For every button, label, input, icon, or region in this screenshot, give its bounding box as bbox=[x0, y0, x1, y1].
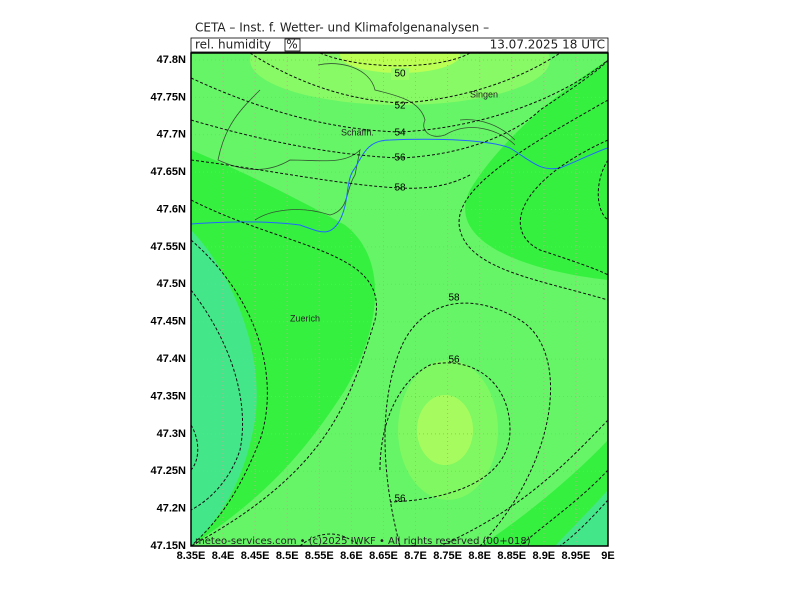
unit: % bbox=[286, 38, 297, 52]
places: Singen Schaffh. Zuerich bbox=[290, 89, 498, 323]
y-tick-label: 47.75N bbox=[151, 91, 187, 103]
unit-box bbox=[284, 38, 301, 52]
x-tick-label: 8.75E bbox=[433, 550, 462, 562]
contour bbox=[559, 499, 608, 546]
contour-label: 58 bbox=[394, 183, 406, 194]
contour-label: 54 bbox=[394, 128, 406, 139]
contour bbox=[191, 424, 199, 471]
y-tick-label: 47.65N bbox=[151, 166, 187, 178]
datetime: 13.07.2025 18 UTC bbox=[490, 38, 605, 52]
contour bbox=[384, 302, 552, 546]
fill-dark-bottom bbox=[480, 440, 608, 546]
border-line bbox=[317, 63, 516, 146]
fill-teal-left bbox=[191, 230, 257, 546]
x-tick-label: 8.45E bbox=[241, 550, 270, 562]
label-bg bbox=[391, 68, 409, 80]
contour-label: 56 bbox=[394, 494, 406, 505]
river bbox=[191, 138, 608, 233]
x-tick-label: 8.35E bbox=[177, 550, 206, 562]
x-tick-label: 8.9E bbox=[533, 550, 556, 562]
contour bbox=[191, 59, 608, 133]
y-tick-label: 47.6N bbox=[157, 203, 186, 215]
x-tick-label: 9E bbox=[601, 550, 614, 562]
contour-label: 58 bbox=[448, 293, 460, 304]
x-tick-label: 8.55E bbox=[305, 550, 334, 562]
contour-label: 50 bbox=[394, 69, 406, 80]
contour bbox=[299, 533, 361, 546]
field: 50 52 54 56 58 58 56 56 Singen Schaffh. … bbox=[191, 53, 608, 547]
contour bbox=[519, 139, 608, 276]
x-tick-label: 8.85E bbox=[497, 550, 526, 562]
border-line bbox=[459, 119, 516, 141]
x-tick-label: 8.65E bbox=[369, 550, 398, 562]
x-tick-label: 8.8E bbox=[468, 550, 491, 562]
fill-dark-right bbox=[465, 60, 608, 280]
contour-label: 56 bbox=[448, 355, 460, 366]
contour bbox=[191, 289, 243, 511]
contours bbox=[191, 53, 608, 546]
fill-lighter-center bbox=[417, 395, 473, 465]
y-tick-label: 47.25N bbox=[151, 465, 187, 477]
y-tick-label: 47.3N bbox=[157, 428, 186, 440]
y-tick-label: 47.8N bbox=[157, 54, 186, 66]
contour bbox=[191, 239, 268, 546]
contour bbox=[458, 99, 608, 301]
x-tick-label: 8.95E bbox=[562, 550, 591, 562]
contour-labels: 50 52 54 56 58 58 56 56 bbox=[391, 68, 460, 505]
y-tick-label: 47.7N bbox=[157, 129, 186, 141]
place-label: Schaffh. bbox=[341, 127, 374, 137]
x-tick-label: 8.4E bbox=[212, 550, 235, 562]
contour-label: 52 bbox=[394, 101, 406, 112]
y-tick-label: 47.5N bbox=[157, 278, 186, 290]
grid bbox=[191, 53, 608, 546]
y-tick-label: 47.45N bbox=[151, 316, 187, 328]
place-label: Singen bbox=[470, 89, 498, 99]
contour bbox=[519, 469, 608, 546]
fill-teal-bottom bbox=[555, 490, 608, 546]
header-title: CETA – Inst. f. Wetter- und Klimafolgena… bbox=[195, 21, 489, 35]
borders bbox=[191, 63, 608, 233]
plot-frame bbox=[190, 52, 609, 547]
y-tick-label: 47.2N bbox=[157, 503, 186, 515]
footer: meteo-services.com • (c)2025 IWKF • All … bbox=[195, 536, 531, 547]
contour bbox=[191, 59, 608, 159]
contour bbox=[319, 53, 471, 67]
x-tick-label: 8.5E bbox=[276, 550, 299, 562]
y-tick-label: 47.4N bbox=[157, 353, 186, 365]
fill-yellow-top bbox=[340, 53, 460, 73]
border-line bbox=[217, 89, 361, 221]
y-tick-label: 47.35N bbox=[151, 390, 187, 402]
contour bbox=[379, 362, 511, 503]
contour bbox=[597, 159, 608, 221]
place-label: Zuerich bbox=[290, 313, 320, 323]
contour bbox=[191, 199, 377, 546]
contour bbox=[439, 419, 608, 546]
variable: rel. humidity bbox=[195, 38, 271, 52]
y-tick-label: 47.55N bbox=[151, 241, 187, 253]
contour-label: 56 bbox=[394, 153, 406, 164]
contour bbox=[191, 159, 471, 189]
x-tick-label: 8.7E bbox=[404, 550, 427, 562]
header-box bbox=[190, 37, 609, 53]
x-tick-label: 8.6E bbox=[340, 550, 363, 562]
y-tick-label: 47.15N bbox=[151, 540, 187, 552]
